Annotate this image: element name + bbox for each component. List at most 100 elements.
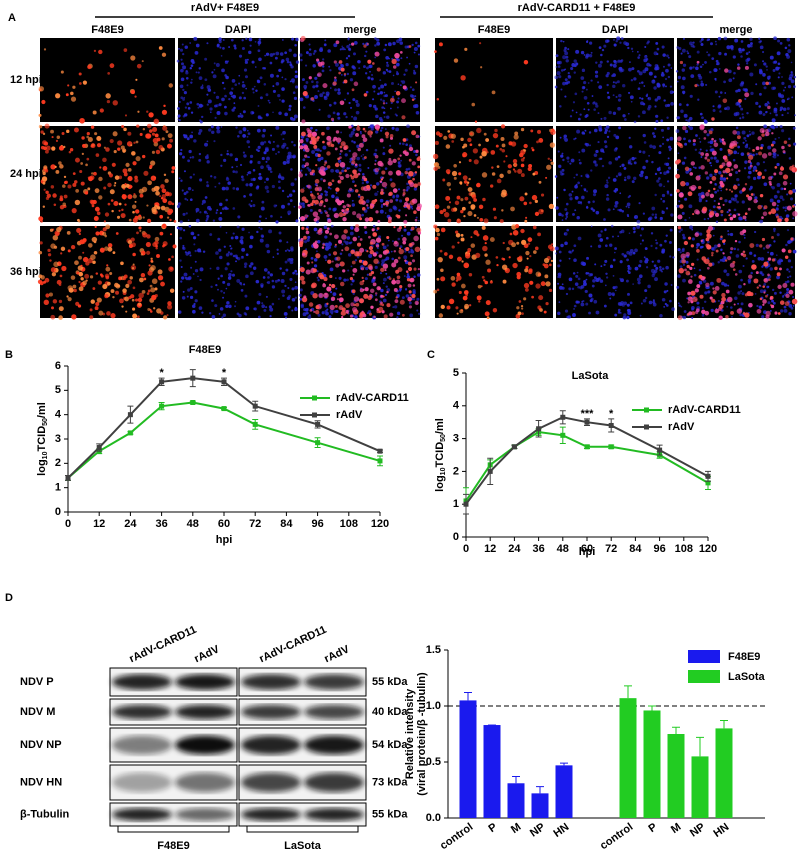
nucleus bbox=[282, 130, 286, 135]
cell bbox=[363, 225, 367, 229]
cell bbox=[714, 169, 719, 174]
cell bbox=[701, 194, 705, 199]
nucleus bbox=[185, 71, 189, 75]
nucleus bbox=[599, 238, 604, 242]
nucleus bbox=[258, 38, 262, 41]
cell bbox=[357, 147, 361, 152]
nucleus bbox=[319, 149, 322, 152]
nucleus bbox=[776, 204, 779, 207]
cell bbox=[314, 240, 318, 244]
cell bbox=[392, 158, 397, 164]
nucleus bbox=[343, 112, 347, 116]
nucleus bbox=[198, 158, 202, 162]
nucleus bbox=[714, 172, 717, 176]
cell bbox=[336, 137, 342, 143]
x-tick-label: 84 bbox=[280, 518, 293, 530]
nucleus bbox=[214, 116, 217, 120]
nucleus bbox=[612, 274, 615, 277]
nucleus bbox=[376, 182, 380, 186]
nucleus bbox=[660, 128, 664, 132]
cell bbox=[369, 135, 372, 138]
cell bbox=[383, 314, 388, 319]
cell bbox=[315, 309, 320, 315]
nucleus bbox=[623, 301, 628, 306]
nucleus bbox=[395, 194, 400, 198]
nucleus bbox=[414, 226, 418, 229]
cell bbox=[512, 168, 516, 171]
annotation: * bbox=[159, 367, 164, 379]
nucleus bbox=[678, 304, 681, 307]
nucleus bbox=[379, 129, 383, 132]
nucleus bbox=[753, 63, 757, 67]
nucleus bbox=[573, 244, 577, 248]
cell bbox=[167, 210, 172, 216]
point bbox=[377, 448, 383, 454]
cell bbox=[69, 148, 74, 152]
nucleus bbox=[776, 162, 780, 167]
cell bbox=[442, 178, 446, 182]
cell bbox=[519, 152, 524, 158]
nucleus bbox=[335, 287, 338, 290]
cell bbox=[120, 261, 124, 266]
nucleus bbox=[772, 61, 776, 64]
nucleus bbox=[759, 219, 764, 224]
nucleus bbox=[272, 140, 275, 143]
cell bbox=[411, 293, 416, 299]
nucleus bbox=[399, 84, 402, 87]
nucleus bbox=[399, 41, 403, 45]
legend-swatch bbox=[688, 670, 720, 683]
nucleus bbox=[631, 156, 635, 161]
nucleus bbox=[731, 315, 733, 318]
nucleus bbox=[608, 161, 612, 165]
nucleus bbox=[648, 300, 653, 305]
cell bbox=[364, 287, 369, 292]
cell bbox=[380, 301, 383, 305]
cell bbox=[145, 242, 151, 248]
nucleus bbox=[206, 184, 210, 188]
nucleus bbox=[568, 287, 572, 291]
nucleus bbox=[789, 275, 792, 278]
cell bbox=[141, 60, 144, 63]
cell bbox=[774, 266, 778, 271]
cell bbox=[753, 198, 758, 204]
nucleus bbox=[230, 95, 233, 98]
cell bbox=[769, 183, 772, 186]
nucleus bbox=[224, 105, 227, 109]
cell bbox=[699, 294, 704, 299]
cell bbox=[298, 205, 302, 209]
nucleus bbox=[633, 216, 637, 219]
nucleus bbox=[751, 259, 755, 263]
lane-label: rAdV-CARD11 bbox=[257, 624, 328, 666]
cell bbox=[326, 302, 329, 305]
cell bbox=[344, 246, 350, 252]
nucleus bbox=[628, 194, 632, 198]
nucleus bbox=[714, 90, 718, 94]
nucleus bbox=[555, 206, 559, 210]
nucleus bbox=[773, 36, 777, 41]
nucleus bbox=[774, 291, 777, 295]
cell bbox=[82, 256, 89, 263]
cell bbox=[49, 228, 54, 232]
error-bar bbox=[560, 762, 568, 766]
nucleus bbox=[224, 267, 228, 271]
nucleus bbox=[604, 127, 607, 130]
cell bbox=[368, 266, 373, 271]
nucleus bbox=[780, 259, 784, 263]
cell bbox=[102, 231, 107, 237]
cell bbox=[700, 165, 705, 170]
cell bbox=[516, 256, 521, 261]
nucleus bbox=[724, 52, 728, 56]
nucleus bbox=[220, 274, 223, 278]
nucleus bbox=[779, 309, 784, 313]
cell bbox=[321, 246, 325, 249]
nucleus bbox=[414, 95, 417, 97]
cell bbox=[691, 262, 695, 266]
nucleus bbox=[243, 96, 246, 100]
nucleus bbox=[771, 288, 775, 292]
nucleus bbox=[322, 145, 327, 150]
cell bbox=[696, 249, 700, 253]
cell bbox=[156, 308, 162, 314]
cell bbox=[123, 197, 126, 200]
nucleus bbox=[636, 277, 641, 282]
nucleus bbox=[655, 266, 659, 270]
